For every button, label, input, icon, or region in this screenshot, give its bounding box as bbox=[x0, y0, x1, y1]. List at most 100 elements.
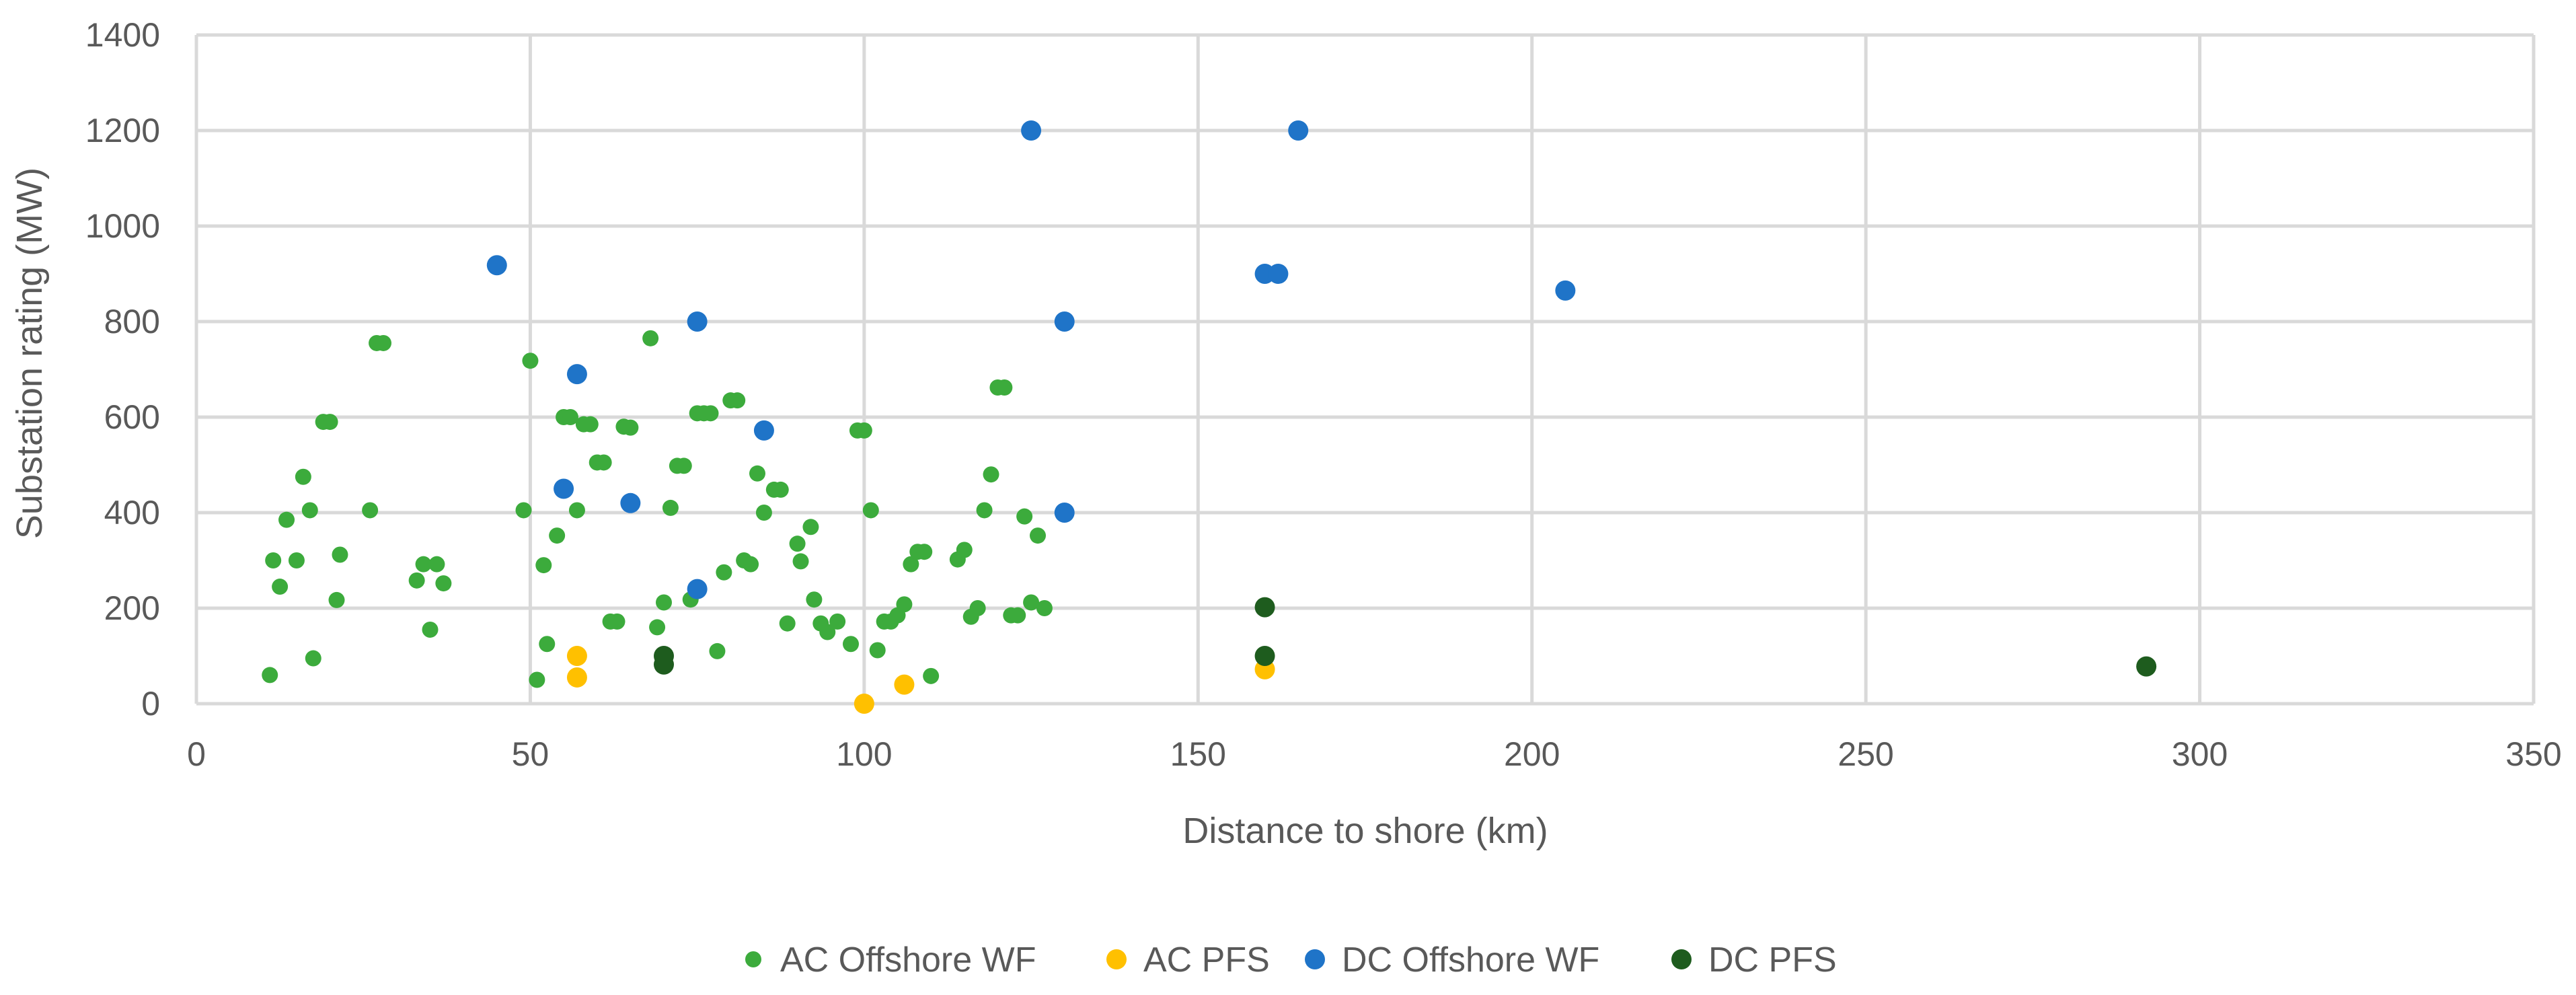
data-point bbox=[894, 674, 915, 695]
data-point bbox=[535, 557, 552, 574]
data-point bbox=[976, 502, 993, 519]
legend-marker bbox=[1106, 949, 1127, 969]
data-point bbox=[969, 600, 986, 616]
legend-marker bbox=[1305, 949, 1325, 969]
data-point bbox=[996, 379, 1013, 396]
data-point bbox=[802, 519, 819, 536]
data-point bbox=[595, 454, 612, 471]
data-points bbox=[262, 120, 2157, 714]
x-tick-label: 150 bbox=[1170, 735, 1226, 773]
data-point bbox=[702, 405, 719, 422]
data-point bbox=[854, 694, 874, 714]
data-point bbox=[415, 556, 432, 573]
data-point bbox=[375, 334, 391, 351]
y-tick-label: 1000 bbox=[85, 207, 160, 245]
data-point bbox=[753, 420, 774, 441]
data-point bbox=[566, 646, 587, 666]
legend-marker bbox=[1671, 949, 1692, 969]
y-tick-label: 400 bbox=[104, 494, 160, 531]
legend-label: AC Offshore WF bbox=[780, 941, 1036, 980]
x-tick-label: 300 bbox=[2172, 735, 2228, 773]
data-point bbox=[562, 409, 578, 425]
data-point bbox=[428, 556, 445, 573]
data-point bbox=[829, 613, 846, 630]
data-point bbox=[862, 502, 879, 519]
data-point bbox=[332, 546, 348, 563]
data-point bbox=[566, 667, 587, 688]
data-point bbox=[806, 591, 823, 608]
x-axis-title: Distance to shore (km) bbox=[1182, 811, 1548, 851]
data-point bbox=[687, 311, 708, 332]
data-point bbox=[743, 556, 759, 573]
data-point bbox=[789, 536, 806, 552]
x-tick-label: 350 bbox=[2505, 735, 2561, 773]
data-point bbox=[1254, 646, 1275, 666]
data-point bbox=[2136, 656, 2157, 677]
data-point bbox=[654, 654, 674, 675]
legend-item: AC Offshore WF bbox=[745, 941, 1036, 980]
x-tick-label: 0 bbox=[187, 735, 206, 773]
data-point bbox=[522, 353, 539, 369]
data-point bbox=[515, 502, 532, 519]
y-axis-title: Substation rating (MW) bbox=[9, 168, 50, 539]
data-point bbox=[328, 591, 345, 608]
data-point bbox=[1555, 280, 1576, 301]
data-point bbox=[749, 465, 765, 482]
y-tick-label: 800 bbox=[104, 303, 160, 340]
data-point bbox=[792, 553, 809, 570]
legend-marker bbox=[745, 951, 761, 967]
data-point bbox=[568, 502, 585, 519]
data-point bbox=[362, 502, 379, 519]
data-point bbox=[896, 596, 913, 613]
data-point bbox=[923, 667, 940, 684]
data-point bbox=[486, 255, 507, 276]
data-point bbox=[305, 650, 321, 667]
y-tick-label: 200 bbox=[104, 589, 160, 627]
data-point bbox=[435, 575, 452, 592]
data-point bbox=[262, 667, 278, 684]
data-point bbox=[1010, 607, 1026, 624]
series-dc-pfs bbox=[654, 597, 2157, 677]
data-point bbox=[779, 615, 796, 632]
data-point bbox=[408, 572, 425, 589]
x-tick-label: 50 bbox=[512, 735, 550, 773]
legend-item: DC PFS bbox=[1671, 941, 1837, 980]
data-point bbox=[321, 414, 338, 431]
data-point bbox=[1036, 600, 1053, 616]
data-point bbox=[1021, 120, 1042, 141]
y-tick-label: 1200 bbox=[85, 112, 160, 149]
data-point bbox=[582, 416, 599, 433]
data-point bbox=[687, 579, 708, 599]
data-point bbox=[301, 502, 318, 519]
data-point bbox=[1054, 503, 1075, 523]
data-point bbox=[609, 613, 626, 630]
data-point bbox=[983, 466, 999, 483]
data-point bbox=[422, 621, 439, 638]
data-point bbox=[729, 392, 746, 409]
legend-item: DC Offshore WF bbox=[1305, 941, 1599, 980]
y-tick-label: 600 bbox=[104, 398, 160, 436]
data-point bbox=[869, 642, 886, 659]
data-point bbox=[1254, 597, 1275, 618]
data-point bbox=[1288, 120, 1309, 141]
grid-layer bbox=[194, 33, 2536, 706]
data-point bbox=[549, 527, 566, 544]
data-point bbox=[288, 552, 305, 568]
data-point bbox=[278, 511, 295, 528]
data-point bbox=[649, 619, 666, 636]
x-tick-label: 250 bbox=[1838, 735, 1893, 773]
data-point bbox=[755, 505, 772, 521]
data-point bbox=[529, 671, 545, 688]
y-tick-label: 0 bbox=[141, 685, 160, 723]
data-point bbox=[642, 330, 659, 346]
tick-labels: 0 200 400 600 800 1000 1200 1400 0 50 100 150 200 250… bbox=[85, 16, 2562, 773]
data-point bbox=[1023, 594, 1040, 611]
data-point bbox=[1016, 508, 1033, 525]
series-ac-offshore-wf bbox=[262, 330, 1053, 688]
data-point bbox=[956, 542, 973, 558]
x-tick-label: 200 bbox=[1504, 735, 1560, 773]
data-point bbox=[819, 624, 836, 640]
data-point bbox=[856, 422, 872, 439]
